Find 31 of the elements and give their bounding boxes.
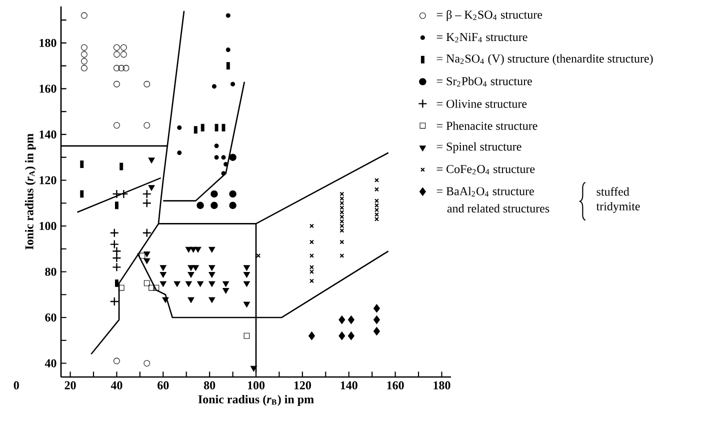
legend-label: = Phenacite structure (436, 121, 538, 130)
legend-label: = Sr$_{2}$PbO$_{4}$ structure (436, 76, 532, 86)
x-tick-label: 40 (110, 381, 122, 390)
legend-label: = BaAl$_{2}$O$_{4}$ structure (436, 186, 534, 196)
x-tick-label: 120 (294, 381, 311, 390)
legend-label: = Olivine structure (436, 99, 527, 108)
legend-label: = β – K$_{2}$SO$_{4}$ structure (436, 10, 542, 22)
x-tick-label: 180 (434, 381, 450, 390)
x-tick-label: 160 (387, 381, 404, 390)
text: stuffed tridymite (596, 187, 640, 213)
x-axis-title: Ionic radius (r$_{B}$) in pm (198, 394, 314, 406)
legend-label: = K$_{2}$NiF$_{4}$ structure (436, 33, 528, 42)
y-tick-label: 160 (40, 84, 56, 93)
y-tick-label: 120 (40, 176, 56, 184)
y-tick-label: 80 (45, 268, 56, 276)
legend-label: = Spinel structure (436, 142, 522, 154)
annotation: and related structures (447, 204, 550, 213)
x-tick-label: 140 (340, 381, 358, 390)
y-tick-label: 140 (40, 130, 56, 139)
y-tick-label: 60 (45, 313, 56, 322)
y-tick-label: 100 (40, 222, 56, 230)
y-tick-label: 180 (40, 38, 56, 47)
x-tick-label: 60 (158, 381, 169, 390)
x-tick-label: 20 (64, 381, 76, 390)
x-tick-label: 80 (204, 381, 216, 390)
y-tick-label: 40 (44, 359, 56, 368)
y-axis-title: Ionic radius (r$_{A}$) in pm (24, 134, 36, 250)
x-tick-label: 100 (248, 381, 265, 390)
legend-label: = Na$_{2}$SO$_{4}$ (V) structure (thenardite structure) (436, 54, 653, 66)
legend-label: = CoFe$_{2}$O$_{4}$ structure (436, 165, 535, 174)
text: 0 (14, 381, 19, 390)
